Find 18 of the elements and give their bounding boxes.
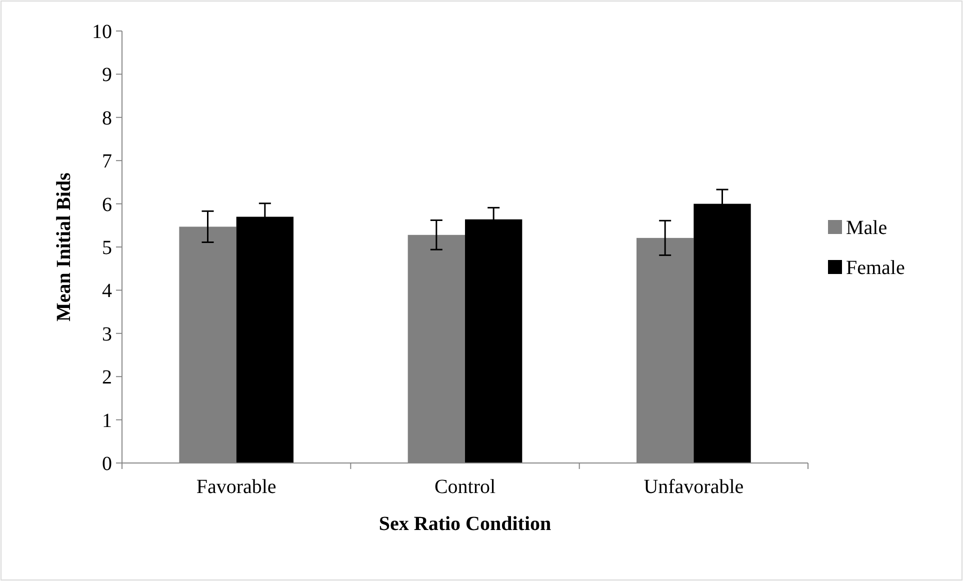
y-tick-label: 2	[102, 366, 112, 389]
x-tick-label: Unfavorable	[644, 476, 744, 498]
x-tick-label: Control	[434, 476, 496, 498]
y-tick-label: 3	[102, 323, 112, 346]
x-tick-label: Favorable	[196, 476, 276, 498]
legend-label: Male	[846, 217, 888, 239]
y-axis-title: Mean Initial Bids	[53, 172, 75, 322]
y-tick-label: 4	[102, 280, 112, 302]
y-tick-label: 7	[102, 150, 112, 173]
y-tick-label: 6	[102, 194, 112, 216]
y-tick-label: 8	[102, 107, 112, 130]
y-tick-label: 5	[102, 237, 112, 259]
y-tick-label: 1	[102, 410, 112, 432]
y-tick-label: 9	[102, 64, 112, 86]
y-tick-label: 0	[102, 453, 112, 475]
x-axis-title: Sex Ratio Condition	[378, 513, 552, 535]
y-tick-label: 10	[92, 21, 112, 43]
legend-label: Female	[846, 257, 905, 279]
